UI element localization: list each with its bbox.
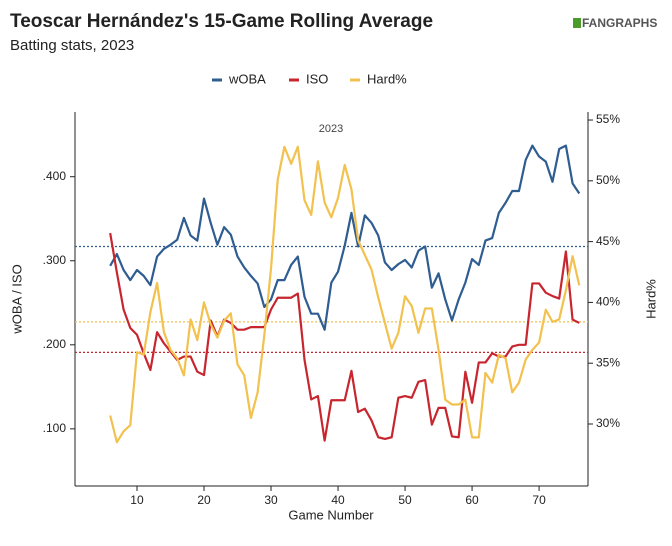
y-tick-label: .400 <box>43 169 67 183</box>
x-tick-label: 20 <box>197 493 211 507</box>
series-line <box>109 145 581 444</box>
y-tick-label: .100 <box>43 421 67 435</box>
series-line <box>109 232 580 442</box>
y2-tick-label: 45% <box>596 234 620 248</box>
legend-label: wOBA <box>228 71 266 86</box>
annotation: 2023 <box>319 123 343 135</box>
y2-tick-label: 55% <box>596 112 620 126</box>
y-tick-label: .200 <box>43 337 67 351</box>
x-tick-label: 50 <box>398 493 412 507</box>
logo-icon <box>573 18 581 28</box>
chart-title: Teoscar Hernández's 15-Game Rolling Aver… <box>10 11 433 32</box>
y2-tick-label: 50% <box>596 173 620 187</box>
x-tick-label: 70 <box>532 493 546 507</box>
x-tick-label: 40 <box>331 493 345 507</box>
y-axis-label: wOBA / ISO <box>9 264 24 334</box>
chart-subtitle: Batting stats, 2023 <box>10 37 134 54</box>
x-tick-label: 60 <box>465 493 479 507</box>
y2-tick-label: 35% <box>596 355 620 369</box>
x-tick-label: 10 <box>130 493 144 507</box>
legend-label: ISO <box>306 71 328 86</box>
y-tick-label: .300 <box>43 253 67 267</box>
legend-label: Hard% <box>367 71 407 86</box>
y2-tick-label: 40% <box>596 295 620 309</box>
logo: FANGRAPHS <box>582 16 657 30</box>
y2-axis-label: Hard% <box>643 279 658 319</box>
x-tick-label: 30 <box>264 493 278 507</box>
series-line <box>109 144 581 331</box>
y2-tick-label: 30% <box>596 416 620 430</box>
x-axis-label: Game Number <box>288 507 374 522</box>
